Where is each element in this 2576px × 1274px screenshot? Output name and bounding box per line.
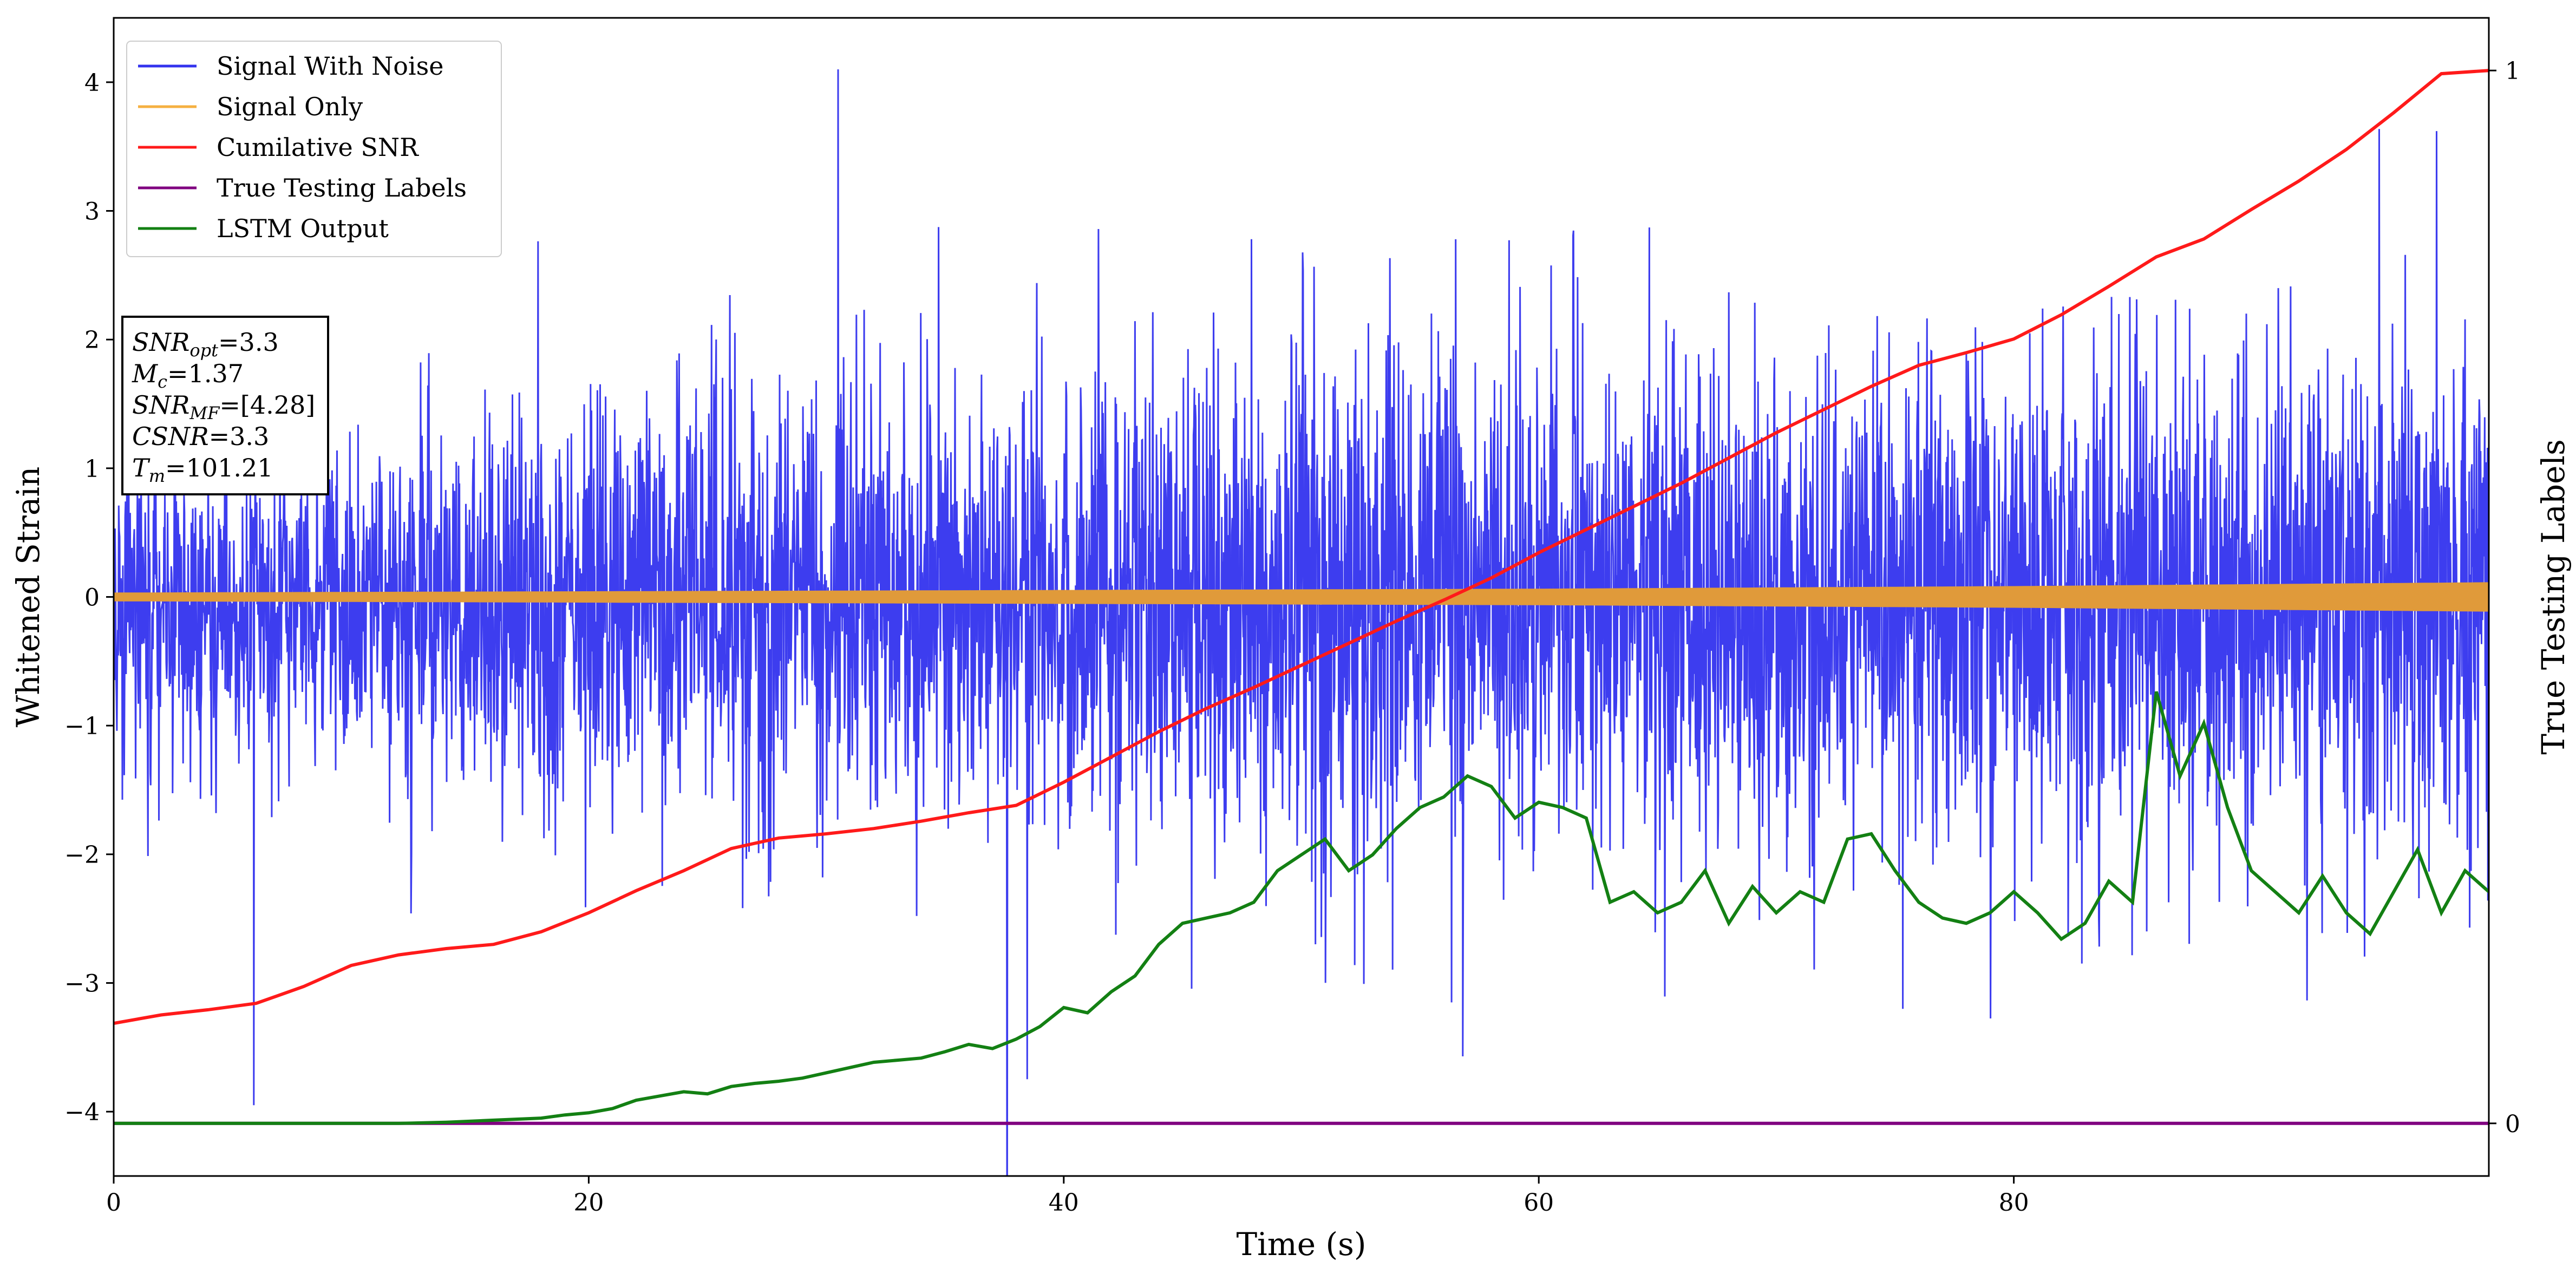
x-tick-label: 80 <box>1999 1189 2029 1217</box>
legend: Signal With Noise Signal Only Cumilative… <box>126 41 502 257</box>
x-tick-label: 0 <box>106 1189 121 1217</box>
y-tick-label: −4 <box>64 1099 100 1126</box>
y-tick-label: 3 <box>84 198 100 226</box>
annotation-snr-mf: SNRMF=[4.28] <box>132 390 315 423</box>
y-tick-label: −3 <box>64 970 100 998</box>
x-tick-label: 60 <box>1524 1189 1554 1217</box>
annotation-merger-time: Tm=101.21 <box>132 453 273 486</box>
y-tick-label: −1 <box>64 713 100 740</box>
plot-area <box>114 69 2489 1176</box>
series-cumilative-snr <box>114 69 2489 1025</box>
y-tick-label: 2 <box>84 326 100 354</box>
y-tick-label: 1 <box>84 455 100 483</box>
annotation-box <box>121 316 329 495</box>
legend-label-true-testing-labels: True Testing Labels <box>217 173 467 202</box>
parameter-annotation-box: SNRopt=3.3 Mc=1.37 SNRMF=[4.28] CSNR=3.3… <box>121 316 329 495</box>
legend-label-lstm-output: LSTM Output <box>217 214 389 243</box>
annotation-csnr: CSNR=3.3 <box>132 422 269 451</box>
annotation-snr-opt: SNRopt=3.3 <box>132 328 279 361</box>
series-signal-only <box>114 582 2489 612</box>
y-axis-label: Whitened Strain <box>10 467 47 728</box>
y-tick-label: 4 <box>84 69 100 97</box>
legend-label-cumilative-snr: Cumilative SNR <box>217 133 419 162</box>
annotation-chirp-mass: Mc=1.37 <box>132 359 244 392</box>
y-right-tick-label: 0 <box>2505 1110 2520 1138</box>
series-signal-with-noise <box>114 69 2489 1176</box>
y-axis-label-right: True Testing Labels <box>2535 439 2572 754</box>
x-tick-label: 20 <box>573 1189 604 1217</box>
legend-label-signal-only: Signal Only <box>217 92 363 121</box>
x-tick-label: 40 <box>1049 1189 1079 1217</box>
series-lstm-output <box>114 691 2489 1125</box>
x-axis-label: Time (s) <box>1236 1226 1366 1263</box>
legend-box <box>126 41 502 257</box>
legend-label-signal-with-noise: Signal With Noise <box>217 51 443 81</box>
y-right-tick-label: 1 <box>2505 57 2520 85</box>
y-tick-label: −2 <box>64 841 100 869</box>
y-tick-label: 0 <box>84 584 100 612</box>
